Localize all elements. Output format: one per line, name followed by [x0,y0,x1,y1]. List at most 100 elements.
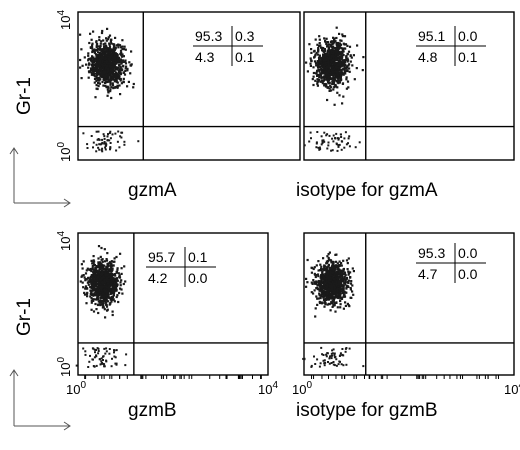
event-dot [103,58,106,61]
y-tick-base: 10 [58,148,73,162]
event-dot [333,40,336,43]
event-dot [95,349,97,351]
event-dot [103,135,106,138]
plot-frame [77,11,301,161]
event-dot [327,76,330,79]
event-dot [319,280,322,283]
event-dot [101,266,104,269]
event-dot [351,267,354,270]
plot-panel-2: 95.1 0.0 4.8 0.1 isotype for gzmA [296,11,515,201]
event-dot [347,50,351,53]
event-dot [92,255,95,258]
event-dot [337,285,340,288]
event-dot [332,284,335,287]
event-dot [328,251,331,254]
event-dot [104,78,107,81]
event-dot [320,291,323,294]
event-dot [102,302,105,305]
event-dot [352,54,355,57]
event-dot [319,286,322,289]
event-dot [102,355,104,358]
event-dot [119,65,122,68]
event-dot [321,63,324,66]
event-dot [325,272,328,275]
event-dot [318,365,321,368]
event-dot [332,300,335,303]
event-dot [105,143,108,146]
event-dot [316,43,319,46]
event-dot [87,58,90,61]
event-dot [317,48,320,52]
event-dot [320,278,323,282]
event-dot [332,296,335,299]
event-dot [87,283,90,286]
event-dot [115,363,118,366]
event-dot [320,72,323,75]
x-tick-exp: 4 [272,380,278,391]
event-dot [90,38,93,41]
event-dot [103,60,106,63]
event-dot [325,71,328,75]
event-dot [96,76,99,80]
event-dot [319,65,322,69]
event-dot [105,279,108,283]
event-dot [109,277,113,280]
event-dot [94,291,97,294]
event-dot [314,38,317,41]
event-dot [306,281,309,284]
event-dot [97,281,100,284]
event-dot [317,53,320,56]
event-dot [84,353,87,356]
event-dot [318,148,321,151]
event-dot [113,69,116,72]
event-dot [103,285,106,288]
event-dot [125,65,128,68]
event-dot [334,83,337,87]
event-dot [317,260,320,263]
event-dot [336,74,340,77]
y-tick-base: 10 [58,363,73,377]
event-dot [349,276,352,279]
event-dot [344,280,347,283]
event-dot [108,65,111,68]
event-dot [347,142,349,145]
event-dot [336,76,339,79]
event-dot [337,276,340,279]
event-dot [332,36,335,39]
event-dot [108,80,111,83]
event-dot [120,279,123,282]
event-dot [337,52,340,55]
event-dot [96,288,99,291]
event-dot [344,61,347,64]
event-dot [325,280,328,283]
event-dot [113,290,116,293]
event-dot [320,346,323,349]
event-dot [86,267,89,270]
event-dot [98,300,101,304]
event-dot [110,68,113,71]
event-dot [112,291,116,295]
event-dot [91,262,94,265]
event-dot [325,287,329,290]
event-dot [87,276,90,279]
event-dot [340,136,343,138]
event-dot [99,54,102,57]
event-dot [79,66,82,69]
event-dot [109,302,112,305]
event-dot [333,47,336,50]
event-dot [95,40,98,43]
event-dot [323,305,326,308]
event-dot [120,53,123,56]
event-dot [320,143,323,146]
event-dot [335,142,338,145]
event-dot [90,289,93,292]
event-dot [336,59,339,62]
event-dot [111,267,114,270]
event-dot [105,258,108,261]
event-dot [329,272,332,275]
event-dot [108,272,111,275]
event-dot [96,66,99,69]
event-dot [93,289,96,292]
event-dot [338,50,341,53]
event-dot [101,55,104,58]
